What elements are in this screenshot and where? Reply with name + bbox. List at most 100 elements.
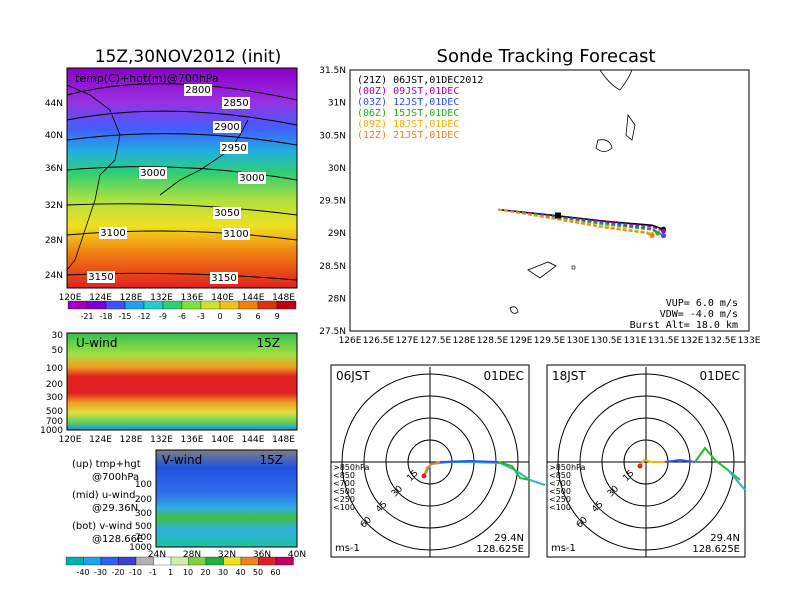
colorbar-label: -40 bbox=[76, 568, 89, 577]
contour-label-bg bbox=[87, 271, 115, 283]
hodo-level-label: <850 bbox=[549, 471, 571, 480]
vwind-field bbox=[155, 449, 298, 548]
hodo-level-label: >850hPa bbox=[549, 463, 586, 472]
pressure-label: 700 bbox=[46, 417, 63, 427]
hodo-level-label: <250 bbox=[333, 495, 355, 504]
hodo-right-unit: ms-1 bbox=[551, 543, 576, 554]
lat-label: 32N bbox=[45, 201, 63, 211]
track-map-frame bbox=[349, 69, 750, 332]
colorbar-swatch bbox=[181, 300, 202, 310]
track-end-point bbox=[661, 233, 666, 239]
hodo-level-label: <250 bbox=[549, 495, 571, 504]
pressure-label: 50 bbox=[52, 346, 64, 356]
colorbar-label: -21 bbox=[80, 312, 93, 321]
lon-label: 128E bbox=[453, 336, 476, 346]
contour-label: 3000 bbox=[239, 173, 264, 184]
lat-label: 31.5N bbox=[319, 66, 346, 76]
vwind-label: V-wind bbox=[162, 453, 202, 467]
pressure-label: 30 bbox=[52, 331, 64, 341]
contour-label: 2800 bbox=[185, 85, 210, 96]
colorbar-swatch bbox=[118, 556, 137, 566]
vup-text: VUP= 6.0 m/s bbox=[666, 298, 738, 309]
island-tanegashima bbox=[625, 113, 636, 141]
colorbar-swatch bbox=[83, 556, 102, 566]
uwind-label: U-wind bbox=[76, 336, 117, 350]
lat-label: 24N bbox=[45, 271, 63, 281]
lat-label: 28N bbox=[328, 294, 346, 304]
colorbar-swatch bbox=[162, 300, 183, 310]
hodo-level-label: <700 bbox=[549, 479, 571, 488]
legend-bot-line2: @128.66E bbox=[92, 534, 143, 545]
pressure-label: 300 bbox=[46, 393, 63, 403]
lat-label: 32N bbox=[218, 550, 236, 560]
hodo-right-trace-top bbox=[727, 469, 746, 491]
contour-3100 bbox=[66, 230, 298, 241]
burst-point-marker bbox=[555, 212, 562, 219]
colorbar-label: 60 bbox=[270, 568, 280, 577]
colorbar-swatch bbox=[143, 300, 164, 310]
track-map: (21Z) 06JST,01DEC2012(00Z) 09JST,01DEC(0… bbox=[319, 66, 761, 346]
contour-label-bg bbox=[213, 121, 241, 133]
pressure-label: 1000 bbox=[129, 543, 152, 553]
colorbar-label: -18 bbox=[99, 312, 112, 321]
track-legend-entry: (03Z) 12JST,01DEC bbox=[357, 97, 459, 108]
lon-label: 136E bbox=[181, 435, 204, 445]
lon-label: 132E bbox=[150, 293, 173, 303]
lon-label: 148E bbox=[272, 435, 295, 445]
colorbar-swatch bbox=[223, 556, 242, 566]
lat-label: 36N bbox=[253, 550, 271, 560]
track-legend-entry: (00Z) 09JST,01DEC bbox=[357, 86, 459, 97]
colorbar-swatch bbox=[275, 556, 294, 566]
lon-label: 140E bbox=[211, 293, 234, 303]
coastline-japan bbox=[159, 119, 249, 196]
lon-label: 144E bbox=[242, 293, 265, 303]
track-line bbox=[498, 208, 659, 234]
colorbar-label: 20 bbox=[200, 568, 210, 577]
lon-label: 131E bbox=[624, 336, 647, 346]
lon-label: 127E bbox=[396, 336, 419, 346]
colorbar-label: -20 bbox=[111, 568, 124, 577]
colorbar-label: 50 bbox=[253, 568, 263, 577]
colorbar-label: 9 bbox=[274, 312, 279, 321]
lon-label: 124E bbox=[89, 293, 112, 303]
hodo-right-origin-point bbox=[637, 463, 643, 469]
lon-label: 128E bbox=[120, 293, 143, 303]
pressure-label: 100 bbox=[135, 480, 152, 490]
contour-label: 2950 bbox=[221, 143, 246, 154]
burst-alt-text: Burst Alt= 18.0 km bbox=[630, 320, 738, 331]
hodo-right-lat: 29.4N bbox=[710, 533, 740, 544]
contour-label: 3150 bbox=[211, 273, 236, 284]
panel-legend: (up) tmp+hgt @700hPa (mid) u-wind @29.36… bbox=[72, 459, 143, 545]
hodo-level-label: <100 bbox=[333, 503, 355, 512]
track-end-point bbox=[649, 233, 655, 239]
island-yakushima bbox=[595, 139, 613, 152]
lat-label: 30N bbox=[328, 164, 346, 174]
lat-label: 27.5N bbox=[319, 327, 346, 337]
legend-mid-line2: @29.36N bbox=[92, 503, 138, 514]
colorbar-label: -15 bbox=[118, 312, 131, 321]
hodo-right-date: 01DEC bbox=[700, 369, 740, 383]
track-line bbox=[498, 208, 664, 237]
colorbar-label: 0 bbox=[217, 312, 222, 321]
hodo-level-label: <100 bbox=[549, 503, 571, 512]
lat-label: 40N bbox=[288, 550, 306, 560]
vwind-lat-labels: 24N 28N 32N 36N 40N bbox=[148, 550, 306, 560]
legend-bot-line1: (bot) v-wind bbox=[72, 521, 132, 532]
lon-label: 130.5E bbox=[591, 336, 623, 346]
colorbar-swatch bbox=[105, 300, 126, 310]
contour-label: 3050 bbox=[214, 208, 239, 219]
lat-label: 44N bbox=[45, 99, 63, 109]
colorbar-swatch bbox=[86, 300, 107, 310]
lat-label: 30.5N bbox=[319, 131, 346, 141]
temp-height-map: temp(C)+hgt(m)@700hPa 2800 2850 2900 2950 30… bbox=[45, 67, 298, 303]
colorbar-swatch bbox=[65, 556, 84, 566]
contour-2900 bbox=[66, 110, 298, 126]
contour-label: 3000 bbox=[140, 168, 165, 179]
sonde-tracks bbox=[498, 208, 666, 239]
track-lon-labels: 126E 126.5E 127E 127.5E 128E 128.5E 129E 129.5E… bbox=[339, 336, 761, 346]
contour-label-bg bbox=[210, 272, 238, 284]
